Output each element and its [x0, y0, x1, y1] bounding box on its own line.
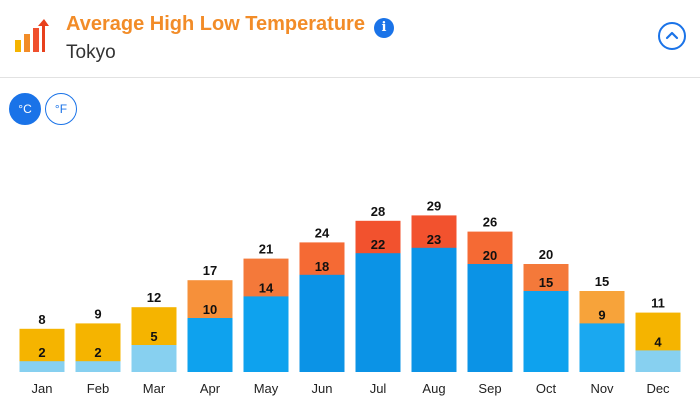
month-label: Oct [536, 381, 557, 396]
high-value-label: 26 [483, 215, 497, 230]
month-label: Dec [646, 381, 670, 396]
high-value-label: 11 [651, 296, 665, 311]
month-label: Jan [32, 381, 53, 396]
low-bar [299, 274, 345, 372]
low-bar [355, 253, 401, 372]
low-value-label: 2 [38, 345, 45, 360]
month-label: Feb [87, 381, 109, 396]
month-label: Sep [478, 381, 501, 396]
low-value-label: 5 [150, 329, 157, 344]
low-bar [467, 264, 513, 372]
city-subtitle: Tokyo [66, 42, 116, 63]
high-value-label: 28 [371, 204, 385, 219]
low-value-label: 22 [371, 237, 385, 252]
month-label: Apr [200, 381, 221, 396]
low-bar [187, 318, 233, 372]
collapse-button[interactable] [658, 22, 686, 50]
low-value-label: 9 [598, 307, 605, 322]
info-icon[interactable]: i [374, 18, 394, 38]
low-bar [131, 345, 177, 372]
high-value-label: 24 [315, 225, 330, 240]
low-value-label: 23 [427, 232, 441, 247]
low-value-label: 10 [203, 302, 217, 317]
month-label: Aug [422, 381, 445, 396]
high-value-label: 17 [203, 263, 217, 278]
temperature-chart: 8 2 Jan 9 2 Feb 12 5 Mar 17 10 Apr 21 14 May 24 18 Jun 28 2… [19, 198, 681, 396]
low-value-label: 14 [259, 280, 274, 295]
high-value-label: 8 [38, 312, 45, 327]
bar-chart-arrow-icon [15, 19, 49, 52]
chart-header: Average High Low Temperature i Tokyo [0, 0, 700, 78]
low-bar [579, 323, 625, 372]
low-bar [75, 361, 121, 372]
low-value-label: 15 [539, 275, 553, 290]
chevron-up-icon [665, 31, 679, 40]
low-bar [243, 296, 289, 372]
low-value-label: 20 [483, 248, 497, 263]
low-bar [523, 291, 569, 372]
low-bar [635, 350, 681, 372]
month-label: Jun [312, 381, 333, 396]
high-value-label: 15 [595, 274, 609, 289]
month-label: Mar [143, 381, 166, 396]
high-value-label: 12 [147, 290, 161, 305]
high-value-label: 9 [94, 306, 101, 321]
fahrenheit-toggle[interactable]: °F [45, 93, 77, 125]
low-value-label: 18 [315, 259, 329, 274]
month-label: May [254, 381, 279, 396]
high-value-label: 29 [427, 198, 441, 213]
low-bar [19, 361, 65, 372]
chart-title: Average High Low Temperature [66, 13, 365, 35]
high-value-label: 20 [539, 247, 553, 262]
low-bar [411, 247, 457, 372]
low-value-label: 2 [94, 345, 101, 360]
celsius-toggle[interactable]: °C [9, 93, 41, 125]
month-label: Nov [590, 381, 614, 396]
low-value-label: 4 [654, 334, 662, 349]
high-value-label: 21 [259, 242, 273, 257]
month-label: Jul [370, 381, 387, 396]
